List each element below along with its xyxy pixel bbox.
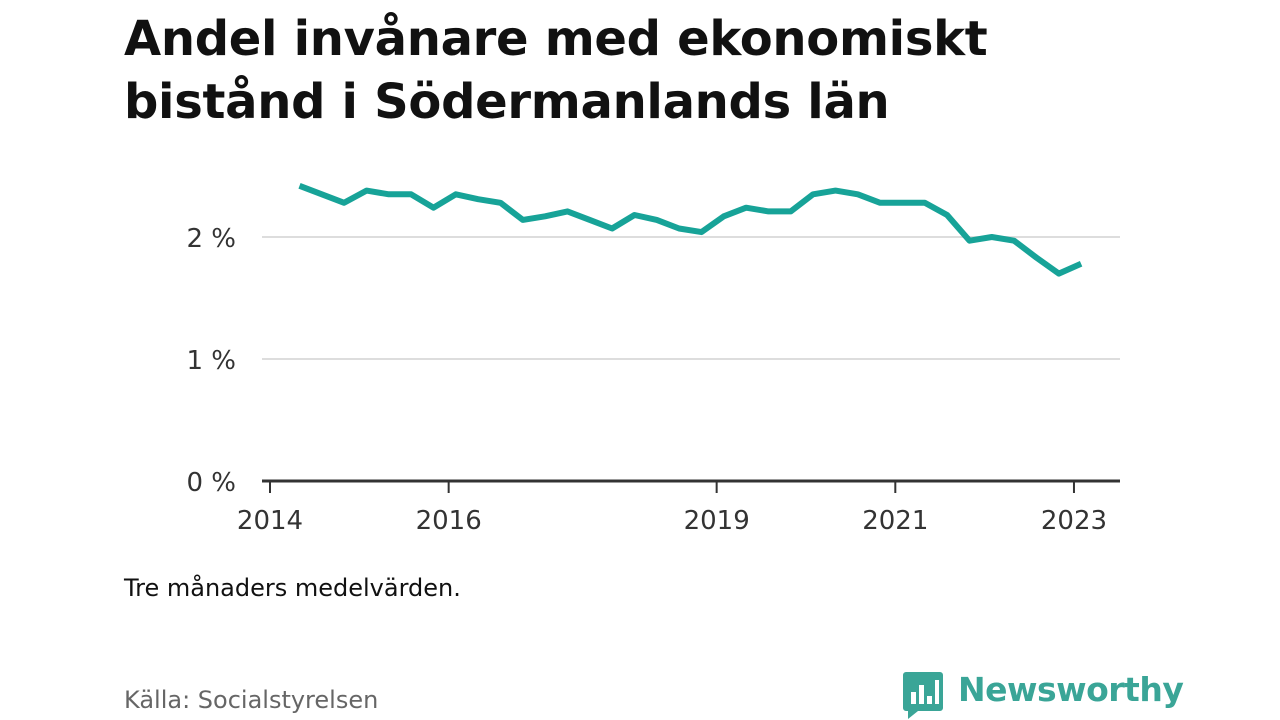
data-point <box>924 202 926 204</box>
bar-chart-speech-bubble-icon <box>903 672 943 719</box>
data-point <box>433 207 435 209</box>
data-point <box>477 198 479 200</box>
y-tick-label: 0 % <box>186 468 236 498</box>
data-point <box>1013 240 1015 242</box>
data-point <box>1036 257 1038 259</box>
data-point <box>1080 263 1082 265</box>
data-point <box>835 190 837 192</box>
source-credit: Källa: Socialstyrelsen <box>124 686 379 714</box>
chart-note: Tre månaders medelvärden. <box>124 574 461 602</box>
data-point <box>969 240 971 242</box>
line-chart: 0 % 1 % 2 % 2014 2016 2019 2021 2023 <box>186 182 1120 536</box>
data-point <box>589 219 591 221</box>
x-tick-label: 2021 <box>862 506 928 536</box>
data-point <box>500 202 502 204</box>
data-point <box>857 193 859 195</box>
data-point <box>455 193 457 195</box>
data-point <box>946 214 948 216</box>
brand-name: Newsworthy <box>958 670 1184 709</box>
data-point <box>410 193 412 195</box>
x-tick-label: 2016 <box>416 506 482 536</box>
x-axis <box>262 479 1120 493</box>
x-tick-label: 2014 <box>237 506 303 536</box>
y-tick-label: 2 % <box>186 224 236 254</box>
y-axis-tick-labels: 0 % 1 % 2 % <box>186 224 236 498</box>
data-point <box>522 219 524 221</box>
data-point <box>991 236 993 238</box>
x-axis-tick-labels: 2014 2016 2019 2021 2023 <box>237 506 1107 536</box>
data-point <box>388 193 390 195</box>
data-point <box>321 193 323 195</box>
data-point <box>902 202 904 204</box>
data-point <box>678 228 680 230</box>
data-point <box>723 215 725 217</box>
data-point <box>567 210 569 212</box>
chart-title: Andel invånare med ekonomiskt bistånd i … <box>124 11 988 130</box>
data-point <box>768 210 770 212</box>
data-point <box>1058 273 1060 275</box>
data-point <box>544 215 546 217</box>
data-point <box>611 228 613 230</box>
data-point <box>701 231 703 233</box>
data-point <box>812 193 814 195</box>
series-line <box>298 182 1083 277</box>
y-tick-label: 1 % <box>186 346 236 376</box>
data-point <box>634 214 636 216</box>
data-point <box>790 210 792 212</box>
series-layer <box>298 182 1083 277</box>
data-point <box>366 190 368 192</box>
data-point <box>745 207 747 209</box>
data-point <box>879 202 881 204</box>
data-point <box>656 219 658 221</box>
grid-lines <box>262 236 1120 360</box>
data-point <box>299 185 301 187</box>
x-tick-label: 2023 <box>1041 506 1107 536</box>
x-tick-label: 2019 <box>684 506 750 536</box>
data-point <box>343 202 345 204</box>
